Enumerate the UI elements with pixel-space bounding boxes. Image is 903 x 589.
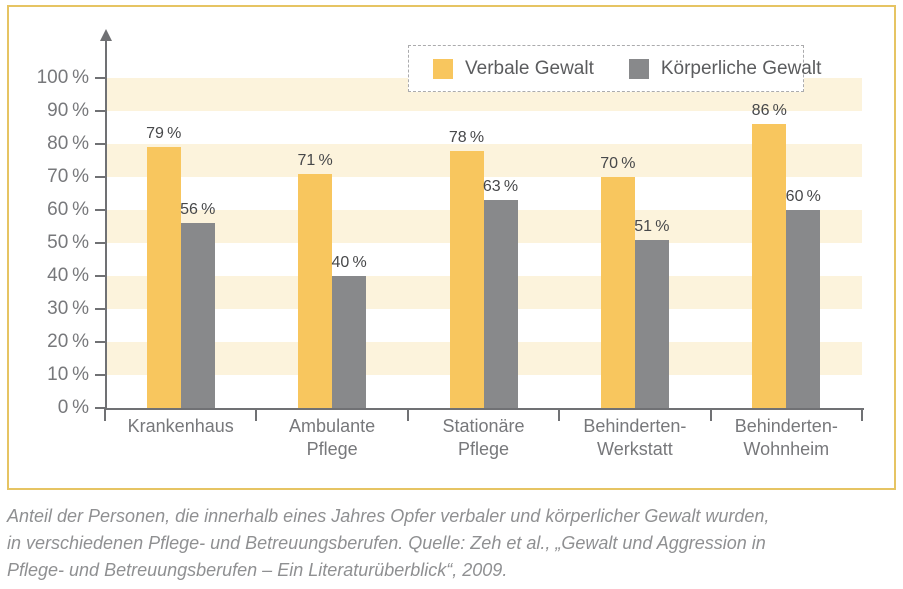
y-axis-line [105,41,107,410]
x-category-label: Behinderten- Werkstatt [583,416,687,459]
bar-k-rperliche-gewalt [786,210,821,408]
bar-value-label: 86 % [751,102,787,120]
bar-k-rperliche-gewalt [180,223,215,408]
legend-swatch-icon [433,58,453,79]
y-axis-tick [95,341,105,343]
y-axis-tick-label: 60 % [47,199,89,220]
bar-value-label: 71 % [297,151,333,169]
caption-line: Anteil der Personen, die innerhalb eines… [7,506,770,526]
bar-value-label: 79 % [146,125,182,143]
bar-verbale-gewalt [298,173,333,408]
legend-label: Verbale Gewalt [465,57,594,79]
y-axis-arrow-icon [100,29,112,41]
bar-k-rperliche-gewalt [332,276,367,408]
bar-verbale-gewalt [600,177,635,408]
x-axis-tick [104,408,106,421]
x-axis-tick [861,408,863,421]
y-axis-tick [95,275,105,277]
chart-frame: Verbale Gewalt Körperliche Gewalt 0 % 10 %… [7,5,896,490]
y-axis-tick-label: 30 % [47,298,89,319]
x-category-label: Behinderten- Wohnheim [734,416,838,459]
bar-value-label: 56 % [180,201,216,219]
background-stripe [105,144,862,177]
bar-value-label: 60 % [785,188,821,205]
y-axis-tick-label: 90 % [47,100,89,121]
y-axis-tick [95,143,105,145]
legend-item: Körperliche Gewalt [628,57,822,80]
y-axis-tick [95,374,105,376]
y-axis-tick [95,209,105,211]
x-axis-tick [709,408,712,421]
y-axis-tick [95,308,105,310]
caption-line: Pflege- und Betreuungsberufen – Ein Lite… [7,560,508,580]
legend-swatch-icon [628,58,649,79]
y-axis-tick-label: 80 % [47,133,89,154]
bar-verbale-gewalt [146,147,181,408]
x-axis-tick [406,408,409,421]
x-category-label: Ambulante Pflege [289,416,376,459]
y-axis-tick-label: 70 % [47,166,89,187]
caption-line: in verschiedenen Pflege- und Betreuungsb… [7,533,766,553]
y-axis-tick-label: 50 % [47,232,89,253]
legend-item: Verbale Gewalt [433,58,594,80]
x-category-label: Krankenhaus [127,416,234,436]
bar-value-label: 51 % [634,217,670,235]
chart-legend: Verbale Gewalt Körperliche Gewalt [408,45,821,92]
bar-value-label: 40 % [331,254,367,271]
bar-value-label: 78 % [448,128,485,146]
x-axis-tick [558,408,561,421]
y-axis-tick [95,242,105,244]
x-category-label: Stationäre Pflege [442,416,525,459]
y-axis-tick-label: 10 % [47,364,89,385]
bar-k-rperliche-gewalt [634,239,669,408]
bar-value-label: 70 % [600,155,636,172]
chart-caption: Anteil der Personen, die innerhalb eines… [7,503,887,584]
y-axis-tick [95,407,105,409]
y-axis-tick [95,176,105,178]
y-axis-tick-label: 40 % [47,265,89,286]
y-axis-tick-label: 20 % [47,331,89,352]
y-axis-tick [95,110,105,112]
bar-value-label: 63 % [482,178,519,196]
y-axis-tick-label: 100 % [36,67,89,88]
x-axis-line [105,408,864,410]
chart-area: Verbale Gewalt Körperliche Gewalt 0 % 10 %… [9,7,894,488]
bar-k-rperliche-gewalt [483,200,518,408]
x-axis-tick [255,408,258,421]
y-axis-tick-label: 0 % [57,397,89,418]
y-axis-tick [95,77,105,79]
bar-verbale-gewalt [752,124,787,408]
bar-verbale-gewalt [449,150,484,408]
legend-label: Körperliche Gewalt [660,57,822,79]
